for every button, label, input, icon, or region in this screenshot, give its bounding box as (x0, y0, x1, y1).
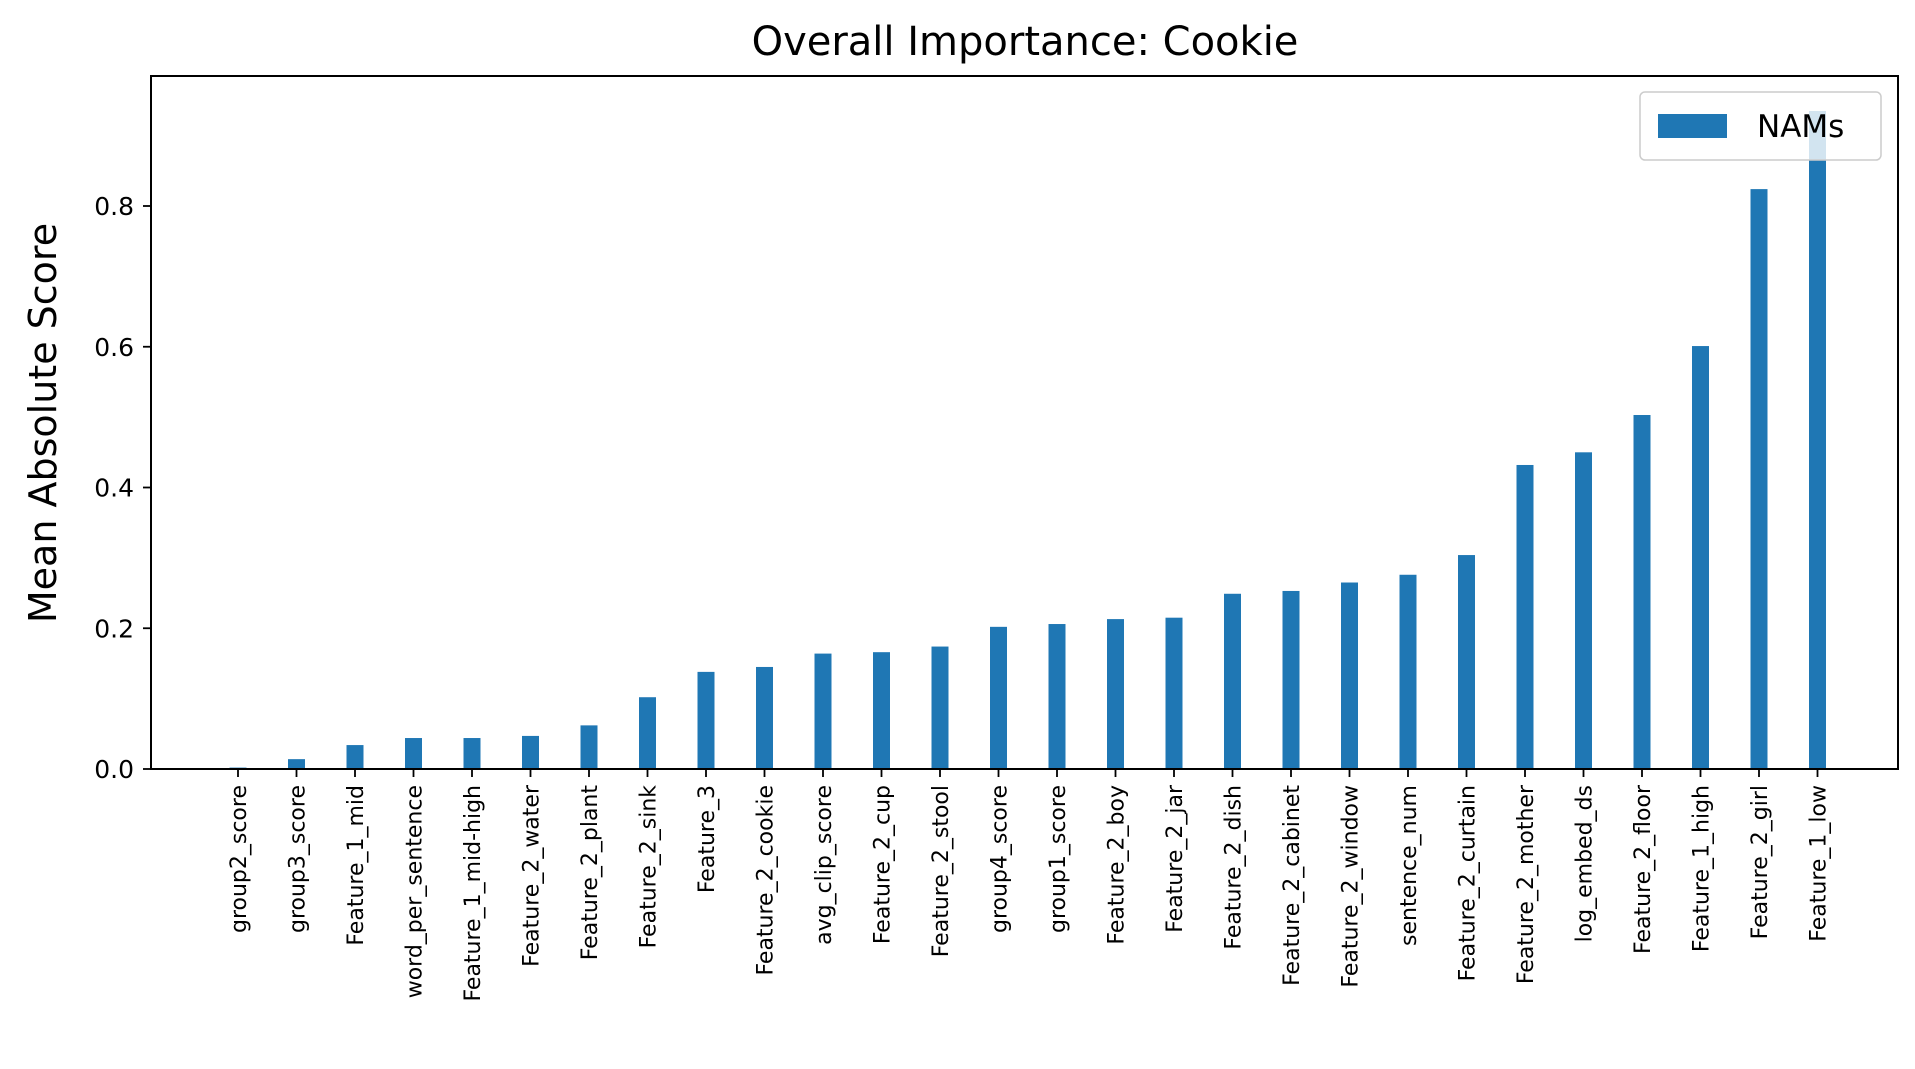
bar-Feature_2_stool (931, 646, 949, 769)
legend-swatch (1658, 114, 1727, 138)
y-axis-label: Mean Absolute Score (21, 223, 65, 623)
bar-Feature_2_jar (1165, 617, 1183, 769)
bar-log_embed_ds (1575, 452, 1592, 769)
bar-Feature_2_water (522, 735, 539, 769)
legend-box (1639, 91, 1882, 161)
x-tick-label: Feature_1_mid-high (461, 785, 486, 1002)
x-tick-label: Feature_2_stool (929, 785, 954, 957)
bar-Feature_2_mother (1516, 464, 1534, 769)
bar-Feature_2_curtain (1458, 555, 1475, 769)
x-tick-label: Feature_2_dish (1222, 785, 1247, 950)
x-tick-label: avg_clip_score (812, 785, 837, 945)
x-tick-label: Feature_2_sink (637, 785, 662, 949)
x-tick-label: Feature_2_cup (871, 785, 896, 944)
bar-Feature_2_boy (1107, 619, 1124, 769)
x-tick-label: Feature_2_cabinet (1280, 785, 1305, 986)
x-tick-label: Feature_1_low (1807, 785, 1832, 942)
bar-Feature_2_plant (580, 725, 598, 769)
x-tick-label: Feature_2_mother (1514, 784, 1539, 984)
bar-Feature_1_mid-high (463, 738, 481, 769)
y-axis: 0.0 0.2 0.4 0.6 0.8 (94, 192, 151, 784)
x-tick-label: group2_score (227, 785, 252, 933)
legend: NAMs (1639, 91, 1882, 161)
x-tick-label: Feature_2_floor (1631, 784, 1656, 954)
bar-Feature_2_dish (1224, 593, 1241, 769)
legend-label: NAMs (1757, 109, 1844, 145)
bar-Feature_1_high (1692, 346, 1709, 769)
bar-Feature_2_cup (873, 652, 890, 769)
y-tick-label: 0.0 (94, 755, 134, 784)
y-tick-label: 0.4 (94, 474, 134, 503)
x-tick-label: sentence_num (1397, 785, 1422, 946)
bar-group3_score (288, 759, 305, 769)
x-tick-label: log_embed_ds (1573, 785, 1598, 942)
plot-frame (150, 75, 1899, 770)
x-tick-label: Feature_2_plant (578, 785, 603, 961)
bar-Feature_1_mid (346, 745, 364, 769)
x-tick-label: group4_score (988, 785, 1013, 933)
y-tick-label: 0.2 (94, 614, 134, 643)
bar-Feature_2_window (1341, 582, 1358, 769)
x-tick-label: Feature_2_window (1339, 785, 1364, 988)
x-tick-label: Feature_2_jar (1163, 784, 1188, 933)
bar-Feature_2_cookie (756, 666, 773, 769)
y-tick-label: 0.6 (94, 333, 134, 362)
x-tick-label: Feature_2_curtain (1456, 785, 1481, 981)
x-tick-label: group1_score (1046, 785, 1071, 933)
x-tick-label: group3_score (286, 785, 311, 933)
bar-Feature_2_cabinet (1282, 590, 1300, 769)
bar-group1_score (1048, 624, 1066, 769)
bar-Feature_1_low (1809, 110, 1826, 770)
bar-group4_score (990, 626, 1007, 769)
bar-avg_clip_score (814, 653, 832, 769)
x-axis: group2_score group3_score Feature_1_mid wor… (227, 769, 1832, 1002)
x-tick-label: Feature_2_cookie (754, 785, 779, 976)
bar-Feature_2_girl (1750, 189, 1768, 770)
bar-Feature_3 (697, 671, 715, 769)
x-tick-label: Feature_1_high (1690, 785, 1715, 952)
x-tick-label: word_per_sentence (403, 785, 428, 998)
x-tick-label: Feature_1_mid (344, 785, 369, 946)
bar-sentence_num (1399, 574, 1417, 769)
y-tick-label: 0.8 (94, 192, 134, 221)
x-tick-label: Feature_2_boy (1105, 785, 1130, 945)
x-tick-label: Feature_2_water (520, 784, 545, 967)
bars-layer (229, 110, 1826, 770)
bar-word_per_sentence (405, 738, 422, 769)
x-tick-label: Feature_3 (695, 785, 720, 893)
x-tick-label: Feature_2_girl (1748, 785, 1773, 939)
chart-title: Overall Importance: Cookie (752, 19, 1299, 65)
bar-Feature_2_sink (639, 697, 656, 769)
bar-Feature_2_floor (1633, 415, 1651, 769)
